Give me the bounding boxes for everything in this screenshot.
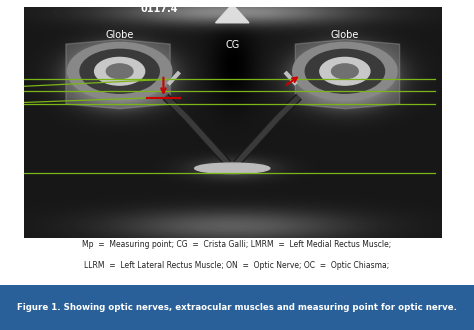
Circle shape bbox=[95, 57, 145, 85]
Text: mp: mp bbox=[0, 99, 7, 108]
Circle shape bbox=[80, 49, 159, 93]
Text: LMRM: LMRM bbox=[443, 75, 466, 84]
Ellipse shape bbox=[195, 163, 270, 174]
Circle shape bbox=[320, 57, 370, 85]
Circle shape bbox=[67, 42, 172, 100]
Text: OC: OC bbox=[443, 168, 454, 178]
Text: 3mm: 3mm bbox=[0, 75, 7, 84]
Circle shape bbox=[305, 49, 384, 93]
Polygon shape bbox=[216, 4, 249, 23]
Text: Figure 1. Showing optic nerves, extraocular muscles and measuring point for opti: Figure 1. Showing optic nerves, extraocu… bbox=[17, 303, 457, 312]
Text: CG: CG bbox=[225, 40, 239, 50]
Text: Globe: Globe bbox=[331, 30, 359, 40]
Circle shape bbox=[293, 42, 397, 100]
Text: 0117.4: 0117.4 bbox=[140, 4, 178, 15]
Text: Globe: Globe bbox=[105, 30, 134, 40]
Circle shape bbox=[106, 64, 133, 79]
Circle shape bbox=[331, 64, 358, 79]
Text: LLRM: LLRM bbox=[443, 86, 464, 95]
Text: Mp  =  Measuring point; CG  =  Crista Galli; LMRM  =  Left Medial Rectus Muscle;: Mp = Measuring point; CG = Crista Galli;… bbox=[82, 240, 392, 249]
Text: ON: ON bbox=[443, 99, 455, 108]
Text: LLRM  =  Left Lateral Rectus Muscle; ON  =  Optic Nerve; OC  =  Optic Chiasma;: LLRM = Left Lateral Rectus Muscle; ON = … bbox=[84, 261, 390, 270]
